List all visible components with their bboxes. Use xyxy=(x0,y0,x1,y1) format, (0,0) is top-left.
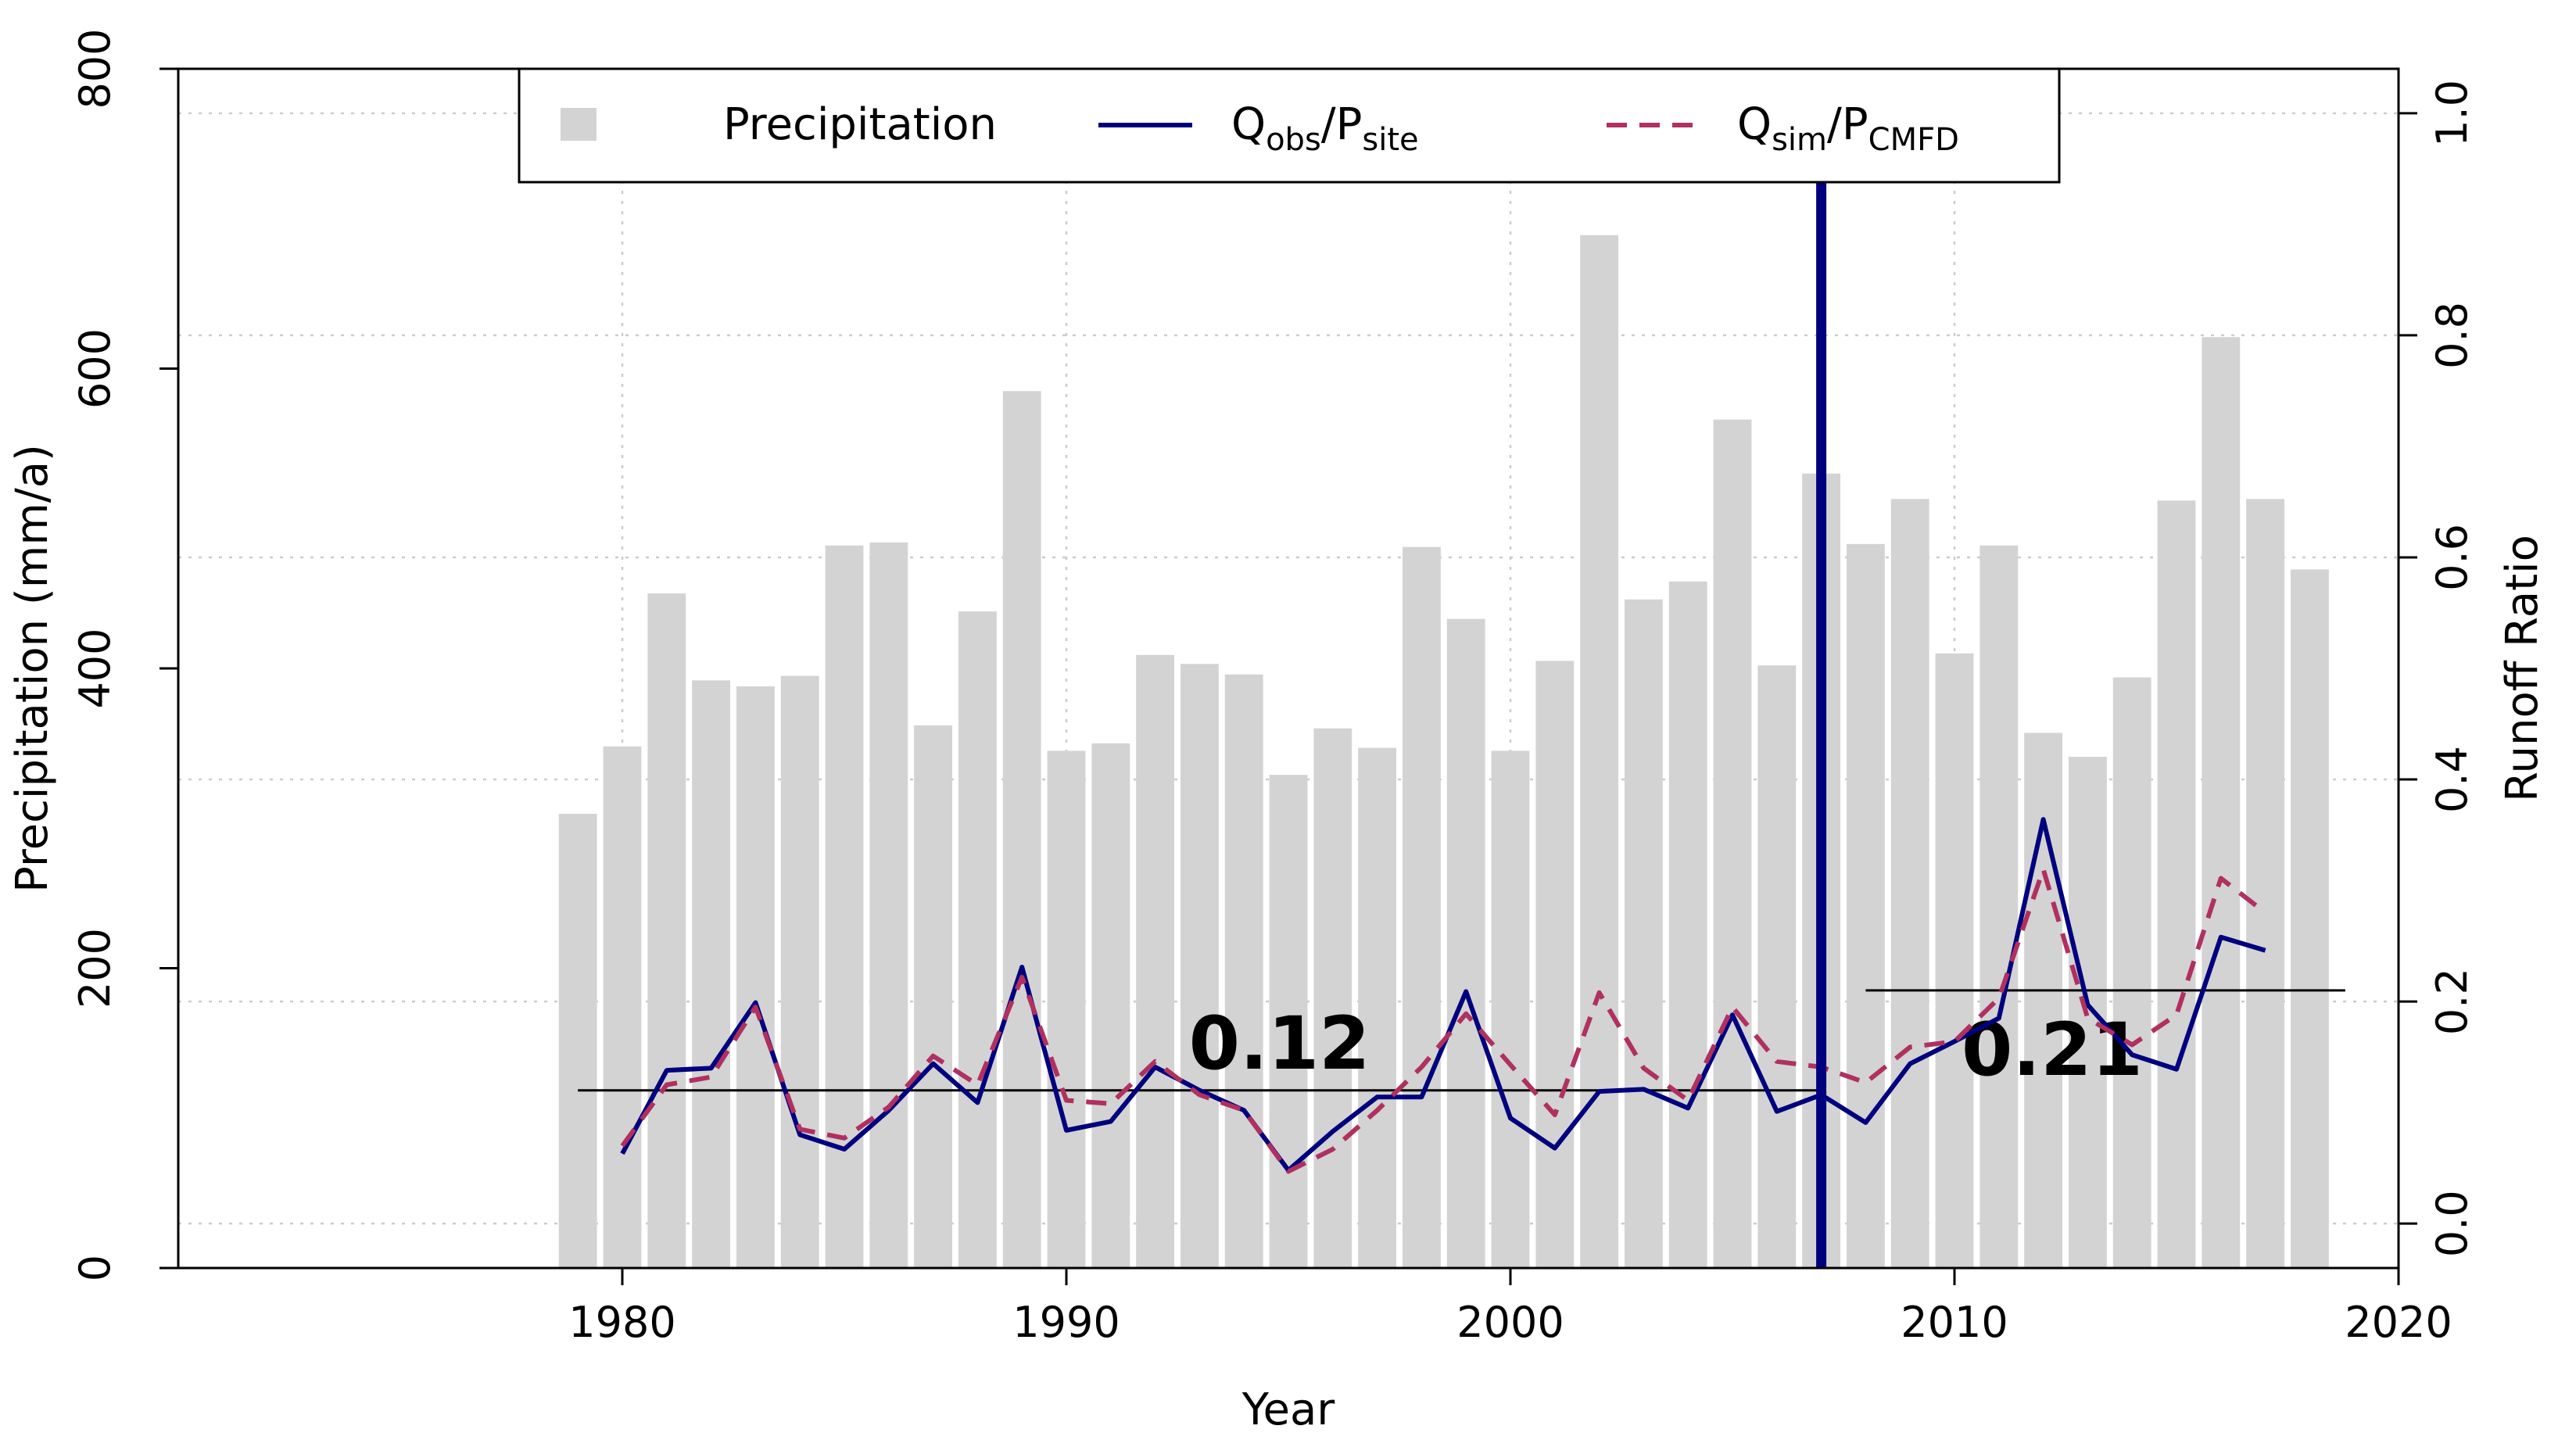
precipitation-bars xyxy=(558,235,2329,1269)
x-tick-label: 1980 xyxy=(568,1298,675,1347)
qobs-psite-line xyxy=(620,817,2266,1173)
precipitation-bar xyxy=(1269,775,1308,1268)
precipitation-bar xyxy=(1624,599,1663,1268)
legend-label-part: Q xyxy=(1231,99,1266,150)
precipitation-bar xyxy=(692,680,731,1268)
precipitation-bar xyxy=(958,611,997,1268)
precipitation-bar xyxy=(2290,569,2329,1268)
y-left-tick-label: 200 xyxy=(70,928,120,1008)
precipitation-bar xyxy=(2024,733,2063,1268)
precipitation-bar xyxy=(1402,546,1441,1268)
legend-label-part: Q xyxy=(1737,99,1772,150)
precipitation-bar xyxy=(603,746,642,1268)
legend-label-qobs: Qobs/Psite xyxy=(1231,99,1419,158)
precipitation-bar xyxy=(780,675,819,1268)
legend-box xyxy=(518,67,2061,184)
precipitation-bar xyxy=(1535,661,1575,1268)
mean-label-after: 0.21 xyxy=(1962,1008,2143,1093)
precipitation-bar xyxy=(2112,677,2151,1268)
precipitation-bar xyxy=(869,542,908,1268)
precipitation-bar xyxy=(1047,750,1086,1268)
y-right-tick-label: 0.6 xyxy=(2427,524,2477,591)
x-tick-label: 2020 xyxy=(2345,1298,2452,1347)
precipitation-bar xyxy=(2202,337,2241,1268)
precipitation-bar xyxy=(1580,235,1619,1268)
precipitation-bar xyxy=(1757,665,1797,1268)
legend-label-part: site xyxy=(1362,122,1418,158)
y-left-tick-label: 400 xyxy=(70,628,120,708)
y-left-tick-label: 600 xyxy=(70,328,120,409)
y-right-tick-label: 0.2 xyxy=(2427,968,2477,1035)
axes: 1980 1990 2000 2010 2020 Year 0 200 400 600 800 Pre… xyxy=(7,28,2548,1435)
x-axis-title: Year xyxy=(1241,1384,1336,1435)
precipitation-bar xyxy=(647,593,686,1268)
y-right-tick-label: 0.0 xyxy=(2427,1190,2477,1257)
legend-label-part: /P xyxy=(1827,99,1868,150)
y-right-axis-title: Runoff Ratio xyxy=(2497,535,2548,802)
legend-label-precipitation: Precipitation xyxy=(723,99,997,150)
runoff-ratio-lines xyxy=(620,69,2267,1268)
precipitation-bar xyxy=(1935,653,1974,1268)
precipitation-bar xyxy=(1446,618,1485,1268)
precipitation-bar xyxy=(1313,728,1352,1268)
precipitation-bar xyxy=(1979,545,2019,1268)
precipitation-bar xyxy=(1713,419,1752,1268)
legend-label-qsim: Qsim/PCMFD xyxy=(1737,99,1959,158)
precipitation-bar xyxy=(914,725,953,1268)
precipitation-bar xyxy=(1358,747,1397,1268)
legend-label-part: sim xyxy=(1772,122,1827,158)
qsim-pcmfd-line xyxy=(620,867,2267,1174)
legend-swatch-precipitation xyxy=(561,108,597,141)
precipitation-bar xyxy=(1136,654,1175,1268)
y-left-tick-label: 800 xyxy=(70,28,120,109)
precipitation-bar xyxy=(825,545,864,1268)
y-left-tick-label: 0 xyxy=(70,1255,120,1281)
mean-label-before: 0.12 xyxy=(1189,1001,1370,1087)
legend-label-part: CMFD xyxy=(1868,122,1959,158)
y-left-axis-title: Precipitation (mm/a) xyxy=(7,444,58,893)
precipitation-bar xyxy=(736,686,775,1268)
precipitation-bar xyxy=(1846,543,1885,1268)
precipitation-bar xyxy=(2157,500,2196,1268)
precipitation-bar xyxy=(1002,391,1041,1269)
x-tick-label: 2000 xyxy=(1456,1298,1564,1347)
precipitation-bar xyxy=(1491,750,1530,1268)
y-right-tick-label: 0.4 xyxy=(2427,746,2477,813)
precipitation-bar xyxy=(2246,499,2285,1268)
precipitation-bar xyxy=(1890,499,1929,1268)
x-tick-label: 2010 xyxy=(1901,1298,2008,1347)
precipitation-bar xyxy=(1224,674,1263,1268)
y-right-tick-label: 1.0 xyxy=(2427,80,2477,147)
x-tick-label: 1990 xyxy=(1012,1298,1120,1347)
precipitation-bar xyxy=(1091,743,1130,1268)
precipitation-bar xyxy=(1668,581,1707,1268)
legend-label-part: obs xyxy=(1266,122,1321,158)
precipitation-bar xyxy=(558,813,597,1268)
legend-label-part: /P xyxy=(1321,99,1363,150)
y-right-tick-label: 0.8 xyxy=(2427,302,2477,369)
precipitation-bar xyxy=(1180,664,1219,1268)
legend: Precipitation Qobs/Psite Qsim/PCMFD xyxy=(518,67,2061,184)
